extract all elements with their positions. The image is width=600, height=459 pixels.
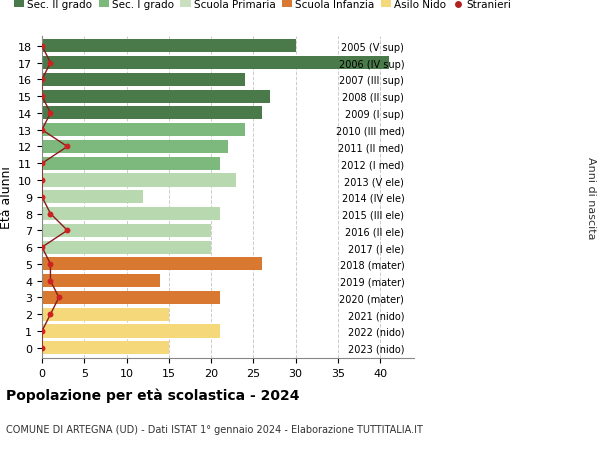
Point bbox=[37, 194, 47, 201]
Bar bbox=[42, 57, 389, 70]
Y-axis label: Età alunni: Età alunni bbox=[0, 166, 13, 229]
Point bbox=[54, 294, 64, 302]
Bar bbox=[42, 224, 211, 237]
Bar bbox=[42, 174, 236, 187]
Bar bbox=[42, 140, 228, 154]
Text: Anni di nascita: Anni di nascita bbox=[586, 156, 596, 239]
Bar bbox=[42, 74, 245, 87]
Point bbox=[46, 110, 55, 118]
Point bbox=[37, 177, 47, 185]
Point bbox=[46, 261, 55, 268]
Point bbox=[37, 244, 47, 251]
Point bbox=[46, 277, 55, 285]
Bar bbox=[42, 291, 220, 304]
Bar bbox=[42, 40, 296, 53]
Point bbox=[46, 311, 55, 318]
Bar bbox=[42, 107, 262, 120]
Point bbox=[37, 328, 47, 335]
Point bbox=[46, 210, 55, 218]
Bar bbox=[42, 241, 211, 254]
Bar bbox=[42, 325, 220, 338]
Bar bbox=[42, 308, 169, 321]
Point bbox=[37, 77, 47, 84]
Bar bbox=[42, 341, 169, 354]
Bar bbox=[42, 274, 160, 288]
Bar bbox=[42, 258, 262, 271]
Point bbox=[46, 60, 55, 67]
Text: Popolazione per età scolastica - 2024: Popolazione per età scolastica - 2024 bbox=[6, 388, 299, 403]
Point bbox=[37, 160, 47, 168]
Point bbox=[37, 43, 47, 50]
Point bbox=[37, 93, 47, 101]
Text: COMUNE DI ARTEGNA (UD) - Dati ISTAT 1° gennaio 2024 - Elaborazione TUTTITALIA.IT: COMUNE DI ARTEGNA (UD) - Dati ISTAT 1° g… bbox=[6, 425, 423, 435]
Bar bbox=[42, 191, 143, 204]
Point bbox=[62, 227, 72, 235]
Point bbox=[37, 344, 47, 352]
Legend: Sec. II grado, Sec. I grado, Scuola Primaria, Scuola Infanzia, Asilo Nido, Stran: Sec. II grado, Sec. I grado, Scuola Prim… bbox=[14, 0, 511, 10]
Bar bbox=[42, 157, 220, 170]
Bar bbox=[42, 207, 220, 221]
Point bbox=[37, 127, 47, 134]
Bar bbox=[42, 90, 270, 103]
Point bbox=[62, 144, 72, 151]
Bar bbox=[42, 124, 245, 137]
